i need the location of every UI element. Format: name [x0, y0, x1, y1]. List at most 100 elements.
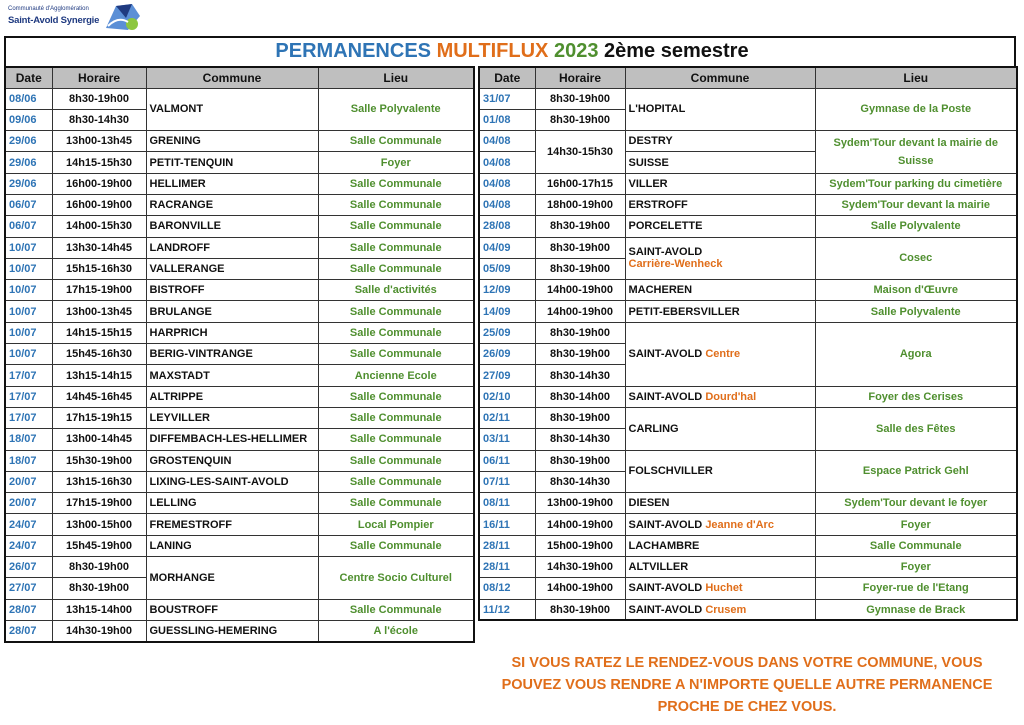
commune-cell: LACHAMBRE	[624, 534, 816, 558]
date-cell: 14/09	[478, 300, 536, 323]
table-row: 08/12 14h00-19h00 SAINT-AVOLD Huchet Foyer-…	[478, 577, 1018, 600]
commune-district: Crusem	[705, 603, 747, 616]
commune-cell: CARLING	[624, 406, 816, 451]
date-cell: 08/06	[4, 87, 53, 110]
commune-district: Carrière-Wenheck	[628, 258, 723, 271]
time-cell: 8h30-19h00	[534, 236, 626, 259]
time-cell: 8h30-19h00	[534, 598, 626, 621]
date-cell: 08/11	[478, 492, 536, 515]
table-row: 09/06 8h30-14h30	[4, 108, 474, 132]
time-cell: 16h00-19h00	[51, 172, 147, 195]
table-row: 04/09 8h30-19h00 SAINT-AVOLD Carrière-Wenhe…	[478, 236, 1018, 281]
commune-name: PETIT-EBERSVILLER	[628, 305, 740, 318]
table-row: 28/07 13h15-14h00 BOUSTROFF Salle Communale	[4, 598, 475, 621]
commune-name: LACHAMBRE	[628, 539, 700, 552]
commune-name: VILLER	[628, 177, 668, 190]
lieu-cell: Salle Communale	[317, 534, 475, 558]
table-row: 20/07 13h15-16h30 LIXING-LES-SAINT-AVOLD Sa…	[4, 470, 475, 494]
lieu-cell: Salle Communale	[317, 406, 475, 430]
table-row: 10/07 13h00-13h45 BRULANGE Salle Communale	[4, 300, 475, 323]
table-header-row: Date Horaire Commune Lieu	[4, 66, 475, 89]
commune-cell: LEYVILLER	[145, 406, 319, 430]
commune-name: SAINT-AVOLD	[628, 518, 703, 531]
commune-cell: MORHANGE	[145, 556, 319, 600]
table-row: 06/11 8h30-19h00 FOLSCHVILLER Espace Patric…	[478, 449, 1018, 494]
date-cell: 06/11	[478, 449, 536, 472]
commune-cell: RACRANGE	[145, 193, 319, 217]
time-cell: 8h30-14h30	[534, 428, 626, 451]
table-row: 04/08 14h30-15h30 DESTRY Sydem'Tour devant …	[478, 130, 1018, 174]
time-cell: 14h00-19h00	[534, 577, 626, 600]
commune-cell: MAXSTADT	[145, 364, 319, 387]
time-cell: 8h30-19h00	[51, 556, 147, 579]
commune-cell: SAINT-AVOLD Dourd'hal	[624, 385, 816, 408]
commune-district: Centre	[705, 348, 741, 361]
lieu-cell: Salle Polyvalente	[814, 300, 1018, 323]
time-cell: 13h15-16h30	[51, 470, 147, 494]
commune-cell: SAINT-AVOLD Centre	[624, 321, 816, 387]
date-cell: 10/07	[4, 236, 53, 259]
date-cell: 02/10	[478, 385, 536, 408]
time-cell: 8h30-19h00	[534, 343, 626, 366]
commune-name: DESTRY	[628, 135, 673, 148]
date-cell: 02/11	[478, 406, 536, 430]
lieu-cell: Foyer	[317, 151, 475, 174]
lieu-cell: Sydem'Tour parking du cimetière	[814, 172, 1018, 195]
lieu-cell: Salle Communale	[317, 257, 475, 281]
time-cell: 15h30-19h00	[51, 449, 147, 472]
time-cell: 14h30-19h00	[51, 619, 147, 643]
commune-district: Dourd'hal	[705, 390, 757, 403]
notice-line2: POUVEZ VOUS RENDRE A N'IMPORTE QUELLE AU…	[501, 677, 993, 693]
time-cell: 13h15-14h00	[51, 598, 147, 621]
date-cell: 06/07	[4, 193, 53, 217]
date-cell: 18/07	[4, 449, 53, 472]
date-cell: 17/07	[4, 385, 53, 408]
table-row: 01/08 8h30-19h00	[478, 108, 1017, 132]
table-header-row: Date Horaire Commune Lieu	[478, 66, 1018, 89]
lieu-cell: Salle Communale	[317, 193, 475, 217]
notice-line3: PROCHE DE CHEZ VOUS.	[657, 699, 837, 715]
commune-cell: LELLING	[145, 492, 319, 515]
commune-district: Huchet	[705, 582, 743, 595]
table-row: 16/11 14h00-19h00 SAINT-AVOLD Jeanne d'Arc…	[478, 513, 1018, 536]
lieu-cell: Sydem'Tour devant la mairie de Suisse	[814, 130, 1018, 174]
table-row: 04/08 SUISSE	[478, 151, 1017, 174]
commune-cell: LANDROFF	[145, 236, 319, 259]
time-cell: 16h00-19h00	[51, 193, 147, 217]
lieu-cell: Salle Polyvalente	[317, 87, 475, 132]
date-cell: 04/09	[478, 236, 536, 259]
lieu-cell: Salle Communale	[317, 385, 475, 408]
table-row: 06/07 14h00-15h30 BARONVILLE Salle Communal…	[4, 215, 475, 238]
table-row: 25/09 8h30-19h00 SAINT-AVOLD Centre Agora	[478, 321, 1018, 387]
title-part1: PERMANENCES	[275, 40, 431, 62]
commune-name: ERSTROFF	[628, 199, 688, 212]
date-cell: 17/07	[4, 406, 53, 430]
header-horaire: Horaire	[51, 66, 147, 89]
date-cell: 10/07	[4, 300, 53, 323]
table-row: 29/06 13h00-13h45 GRENING Salle Communale	[4, 130, 475, 153]
date-cell: 28/11	[478, 556, 536, 579]
commune-cell: ALTVILLER	[624, 556, 816, 579]
time-cell: 14h00-19h00	[534, 300, 626, 323]
commune-cell: ERSTROFF	[624, 193, 816, 217]
schedule-table-right: Date Horaire Commune Lieu 31/07 8h30-19h0…	[478, 66, 1018, 622]
table-row: 11/12 8h30-19h00 SAINT-AVOLD Crusem Gymnase…	[478, 598, 1018, 621]
header-commune: Commune	[145, 66, 319, 89]
logo-line1: Communauté d'Agglomération	[8, 6, 89, 12]
lieu-cell: Agora	[814, 321, 1018, 387]
commune-name: SAINT-AVOLD	[628, 603, 703, 616]
table-row: 05/09 8h30-19h00	[478, 257, 1017, 281]
table-row: 26/07 8h30-19h00 MORHANGE Centre Socio Cult…	[4, 556, 475, 600]
table-row: 26/09 8h30-19h00	[478, 343, 1017, 366]
notice-text: SI VOUS RATEZ LE RENDEZ-VOUS DANS VOTRE …	[478, 652, 1016, 718]
commune-district: Jeanne d'Arc	[705, 518, 774, 531]
lieu-cell: Salle Communale	[317, 428, 475, 451]
lieu-cell: Salle des Fêtes	[814, 406, 1018, 451]
commune-cell: PETIT-EBERSVILLER	[624, 300, 816, 323]
table-row: 29/06 14h15-15h30 PETIT-TENQUIN Foyer	[4, 151, 475, 174]
date-cell: 04/08	[478, 172, 536, 195]
commune-name: PORCELETTE	[628, 220, 703, 233]
commune-cell: BERIG-VINTRANGE	[145, 343, 319, 366]
time-cell: 14h30-19h00	[534, 556, 626, 579]
lieu-cell: Foyer	[814, 556, 1018, 579]
